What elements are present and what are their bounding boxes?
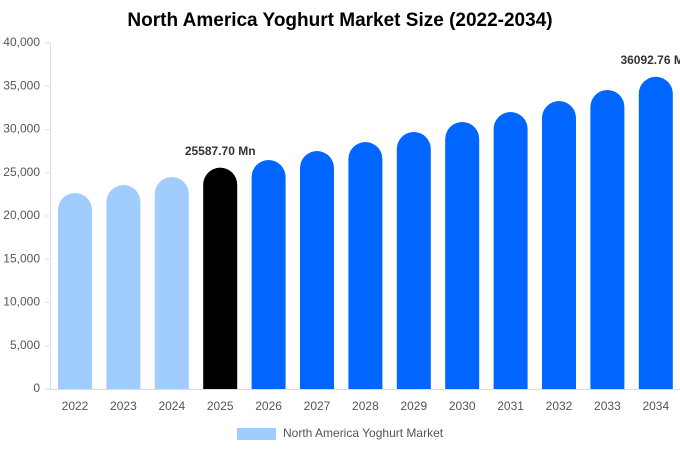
y-tick-label: 5,000 — [10, 338, 40, 352]
x-tick-label: 2022 — [62, 399, 89, 413]
y-tick-label: 25,000 — [3, 165, 40, 179]
bar — [348, 142, 383, 389]
x-tick-label: 2032 — [546, 399, 573, 413]
chart-title: North America Yoghurt Market Size (2022-… — [127, 10, 552, 31]
legend-label: North America Yoghurt Market — [283, 426, 444, 440]
y-tick-label: 40,000 — [3, 35, 40, 49]
legend-swatch — [237, 428, 276, 440]
x-tick-label: 2023 — [110, 399, 137, 413]
y-tick-label: 30,000 — [3, 122, 40, 136]
y-tick-label: 20,000 — [3, 208, 40, 222]
bar — [638, 76, 673, 390]
x-tick-label: 2028 — [352, 399, 379, 413]
x-tick-label: 2033 — [594, 399, 621, 413]
bar — [493, 112, 528, 389]
bar — [445, 121, 480, 390]
x-tick-label: 2027 — [304, 399, 331, 413]
bar — [203, 167, 238, 389]
bar — [300, 151, 334, 389]
y-tick-label: 0 — [33, 381, 40, 395]
x-tick-label: 2030 — [449, 399, 476, 413]
bar — [58, 192, 92, 389]
x-tick-label: 2026 — [255, 399, 282, 413]
x-tick-label: 2034 — [642, 399, 669, 413]
x-tick-label: 2029 — [400, 399, 427, 413]
y-tick-label: 10,000 — [3, 295, 40, 309]
x-tick-label: 2031 — [497, 399, 524, 413]
y-tick-label: 35,000 — [3, 78, 40, 92]
bar — [106, 185, 141, 389]
bar — [590, 89, 625, 390]
bar — [251, 160, 286, 389]
x-tick-label: 2024 — [158, 399, 185, 413]
y-tick-label: 15,000 — [3, 251, 40, 265]
bar — [396, 132, 431, 389]
bar — [542, 101, 576, 389]
bar — [154, 176, 189, 389]
x-tick-label: 2025 — [207, 399, 234, 413]
value-label: 25587.70 Mn — [185, 144, 256, 158]
value-label: 36092.76 Mn — [620, 53, 680, 67]
